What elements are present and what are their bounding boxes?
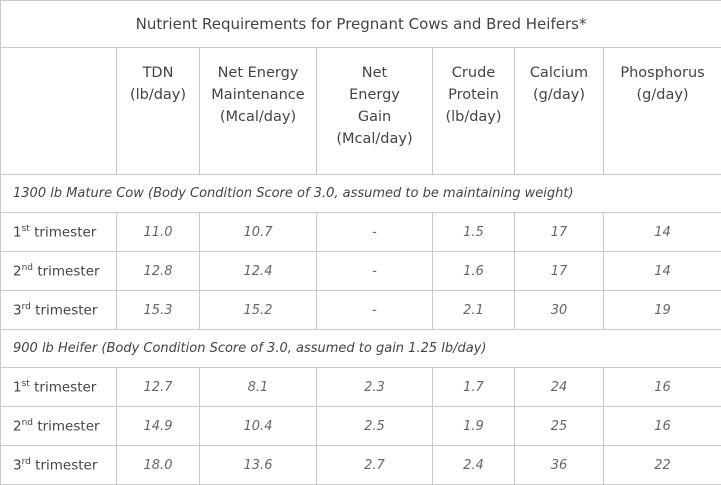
value-cell: 15.3 xyxy=(117,291,200,330)
corner-cell xyxy=(1,48,117,175)
value-cell: 18.0 xyxy=(117,446,200,485)
section-row: 900 lb Heifer (Body Condition Score of 3… xyxy=(1,330,721,368)
value-cell: 2.1 xyxy=(433,291,515,330)
value-cell: 10.7 xyxy=(200,213,317,252)
header-line: (lb/day) xyxy=(433,106,514,128)
value-cell: 15.2 xyxy=(200,291,317,330)
column-header: TDN(lb/day) xyxy=(117,48,200,175)
value-cell: 13.6 xyxy=(200,446,317,485)
value-cell: 10.4 xyxy=(200,407,317,446)
value-cell: 1.5 xyxy=(433,213,515,252)
value-cell: 2.7 xyxy=(317,446,433,485)
page: Nutrient Requirements for Pregnant Cows … xyxy=(0,0,721,469)
header-line: Phosphorus xyxy=(604,62,721,84)
value-cell: 2.3 xyxy=(317,368,433,407)
value-cell: - xyxy=(317,291,433,330)
header-line: Net Energy xyxy=(200,62,316,84)
trimester-word: trimester xyxy=(35,302,97,318)
value-cell: 1.9 xyxy=(433,407,515,446)
trimester-number: 2 xyxy=(13,263,22,279)
value-cell: 1.7 xyxy=(433,368,515,407)
ordinal-suffix: st xyxy=(22,224,30,234)
section-row: 1300 lb Mature Cow (Body Condition Score… xyxy=(1,175,721,213)
value-cell: 12.8 xyxy=(117,252,200,291)
value-cell: 17 xyxy=(515,213,604,252)
value-cell: 19 xyxy=(604,291,721,330)
value-cell: 17 xyxy=(515,252,604,291)
value-cell: - xyxy=(317,252,433,291)
trimester-number: 1 xyxy=(13,379,22,395)
header-line: (g/day) xyxy=(604,84,721,106)
trimester-number: 3 xyxy=(13,457,22,473)
value-cell: 22 xyxy=(604,446,721,485)
row-label: 1st trimester xyxy=(1,368,117,407)
value-cell: 12.4 xyxy=(200,252,317,291)
ordinal-suffix: rd xyxy=(22,457,31,467)
value-cell: 16 xyxy=(604,368,721,407)
value-cell: 8.1 xyxy=(200,368,317,407)
ordinal-suffix: rd xyxy=(22,302,31,312)
trimester-number: 2 xyxy=(13,418,22,434)
value-cell: - xyxy=(317,213,433,252)
trimester-word: trimester xyxy=(34,379,96,395)
column-header: Calcium(g/day) xyxy=(515,48,604,175)
value-cell: 2.5 xyxy=(317,407,433,446)
table-title: Nutrient Requirements for Pregnant Cows … xyxy=(1,1,721,48)
value-cell: 36 xyxy=(515,446,604,485)
ordinal-suffix: st xyxy=(22,379,30,389)
value-cell: 2.4 xyxy=(433,446,515,485)
trimester-number: 3 xyxy=(13,302,22,318)
value-cell: 30 xyxy=(515,291,604,330)
column-header: Phosphorus(g/day) xyxy=(604,48,721,175)
row-label: 2nd trimester xyxy=(1,407,117,446)
value-cell: 1.6 xyxy=(433,252,515,291)
value-cell: 11.0 xyxy=(117,213,200,252)
header-line: Maintenance xyxy=(200,84,316,106)
trimester-word: trimester xyxy=(37,418,99,434)
ordinal-suffix: nd xyxy=(22,263,33,273)
header-line: Gain xyxy=(317,106,432,128)
header-line: Energy xyxy=(317,84,432,106)
row-label: 2nd trimester xyxy=(1,252,117,291)
section-label: 1300 lb Mature Cow (Body Condition Score… xyxy=(1,175,721,213)
title-row: Nutrient Requirements for Pregnant Cows … xyxy=(1,1,721,48)
value-cell: 16 xyxy=(604,407,721,446)
trimester-word: trimester xyxy=(34,224,96,240)
header-line: Calcium xyxy=(515,62,603,84)
value-cell: 14.9 xyxy=(117,407,200,446)
header-line: (g/day) xyxy=(515,84,603,106)
row-label: 3rd trimester xyxy=(1,291,117,330)
ordinal-suffix: nd xyxy=(22,418,33,428)
value-cell: 24 xyxy=(515,368,604,407)
value-cell: 14 xyxy=(604,213,721,252)
header-line: Net xyxy=(317,62,432,84)
section-label: 900 lb Heifer (Body Condition Score of 3… xyxy=(1,330,721,368)
trimester-word: trimester xyxy=(37,263,99,279)
header-line: Protein xyxy=(433,84,514,106)
row-label: 1st trimester xyxy=(1,213,117,252)
value-cell: 12.7 xyxy=(117,368,200,407)
value-cell: 25 xyxy=(515,407,604,446)
header-line: Crude xyxy=(433,62,514,84)
trimester-number: 1 xyxy=(13,224,22,240)
value-cell: 14 xyxy=(604,252,721,291)
header-line: (Mcal/day) xyxy=(317,128,432,150)
row-label: 3rd trimester xyxy=(1,446,117,485)
header-line: (Mcal/day) xyxy=(200,106,316,128)
trimester-word: trimester xyxy=(35,457,97,473)
header-line: (lb/day) xyxy=(117,84,199,106)
header-line: TDN xyxy=(117,62,199,84)
